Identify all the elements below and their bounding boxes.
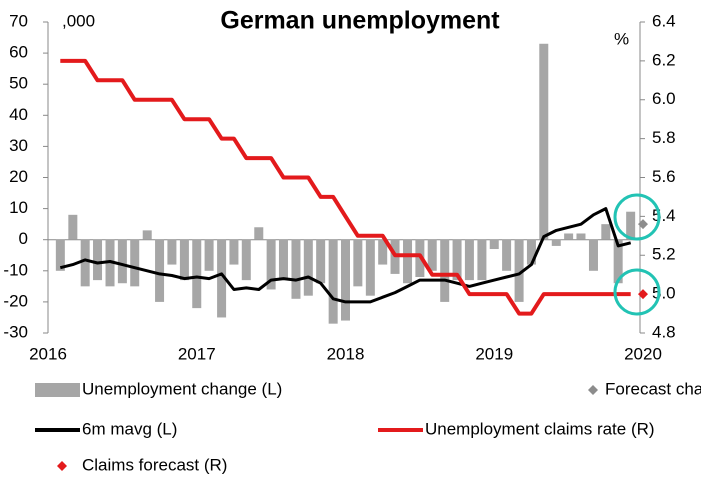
bar	[526, 239, 536, 265]
bar	[130, 239, 140, 287]
bar	[403, 239, 413, 284]
y-tick-label: -10	[3, 260, 28, 279]
bar	[341, 239, 350, 321]
legend-item: Forecast change (L)	[588, 379, 701, 398]
point	[638, 219, 648, 230]
left-unit: ,000	[62, 11, 95, 30]
highlight-circle	[613, 193, 661, 241]
bar	[291, 239, 301, 299]
legend-item: Unemployment change (L)	[35, 379, 282, 398]
y-tick-label: 70	[9, 11, 28, 30]
bar	[192, 239, 202, 309]
bar	[427, 239, 437, 271]
bar	[303, 239, 313, 296]
x-tick-label: 2018	[327, 344, 365, 363]
bar	[241, 239, 251, 281]
bar	[502, 239, 512, 271]
line	[60, 58, 631, 316]
bar	[278, 239, 288, 281]
legend-item: Claims forecast (R)	[57, 455, 227, 474]
bar	[440, 239, 450, 302]
bar	[564, 233, 574, 240]
y-tick-label: -30	[3, 322, 28, 341]
right-unit: %	[614, 29, 629, 48]
bar	[55, 239, 65, 271]
bar	[117, 239, 127, 284]
bar	[365, 239, 375, 296]
bar	[626, 211, 636, 240]
y2-tick-label: 5.2	[652, 245, 676, 264]
y2-tick-label: 5.6	[652, 167, 676, 186]
legend-label: Claims forecast (R)	[82, 455, 227, 474]
bar	[477, 239, 487, 281]
bar	[328, 239, 338, 324]
y-tick-label: 0	[19, 229, 28, 248]
bar	[204, 239, 214, 271]
legend-swatch	[57, 461, 67, 471]
y-tick-label: 30	[9, 136, 28, 155]
bar	[266, 239, 276, 290]
bar	[551, 239, 561, 246]
bar	[353, 239, 363, 287]
bar	[179, 239, 189, 281]
bar	[378, 239, 388, 265]
bar	[167, 239, 177, 265]
line	[59, 207, 632, 304]
bar	[601, 224, 611, 240]
y2-tick-label: 6.2	[652, 50, 676, 69]
legend-label: Unemployment claims rate (R)	[425, 419, 655, 438]
y2-tick-label: 5.4	[652, 206, 676, 225]
plot: -30 -20 -10 0 10 20 30 40 50 60 70 4.8 5.0 5.2 5.4 5.6 5…	[3, 11, 675, 363]
y2-tick-label: 5.8	[652, 128, 676, 147]
legend-label: 6m mavg (L)	[82, 419, 177, 438]
highlight-circle	[613, 268, 661, 316]
bar	[229, 239, 239, 265]
bar	[93, 239, 103, 281]
bar	[452, 239, 462, 281]
bar	[142, 230, 152, 240]
y-tick-label: 50	[9, 74, 28, 93]
legend-label: Unemployment change (L)	[82, 379, 282, 398]
legend-label: Forecast change (L)	[605, 379, 701, 398]
y-tick-label: 10	[9, 198, 28, 217]
y2-tick-label: 6.0	[652, 89, 676, 108]
bar	[68, 214, 78, 240]
bar	[155, 239, 165, 302]
bar	[464, 239, 474, 281]
bar	[254, 227, 264, 240]
x-tick-label: 2020	[624, 344, 662, 363]
y-tick-label: 40	[9, 105, 28, 124]
bar	[613, 239, 623, 284]
point	[638, 289, 648, 300]
bar	[576, 233, 586, 240]
y2-tick-label: 6.4	[652, 11, 676, 30]
bar	[588, 239, 598, 271]
bar	[217, 239, 227, 318]
y2-tick-label: 5.0	[652, 284, 676, 303]
bar	[316, 239, 326, 284]
y-tick-label: 60	[9, 43, 28, 62]
legend-swatch	[35, 383, 80, 397]
legend-swatch	[588, 385, 598, 395]
bar	[539, 43, 549, 240]
y2-tick-label: 4.8	[652, 322, 676, 341]
bar	[489, 239, 499, 250]
bar	[80, 239, 90, 287]
x-tick-label: 2017	[178, 344, 216, 363]
bar	[514, 239, 524, 302]
y-tick-label: 20	[9, 167, 28, 186]
x-tick-label: 2019	[475, 344, 513, 363]
x-tick-label: 2016	[29, 344, 67, 363]
y-tick-label: -20	[3, 291, 28, 310]
legend-item: 6m mavg (L)	[35, 419, 177, 438]
chart-title: German unemployment	[220, 7, 500, 35]
legend-item: Unemployment claims rate (R)	[378, 419, 655, 438]
